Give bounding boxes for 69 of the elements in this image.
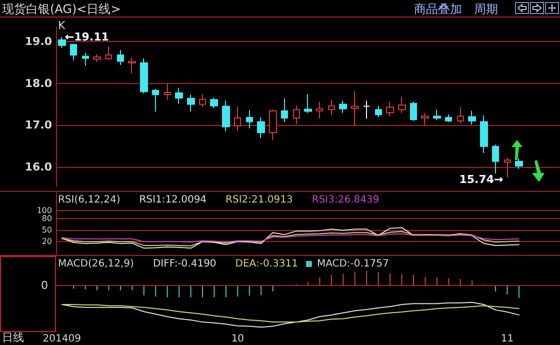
x-tick-label: 201409 — [42, 334, 81, 344]
candlestick — [457, 106, 464, 124]
chart-title: 现货白银(AG)<日线> — [2, 2, 121, 16]
candlestick — [140, 58, 148, 94]
candlestick — [433, 109, 441, 121]
candlestick — [222, 100, 230, 132]
text: 商品叠加 — [414, 2, 462, 16]
x-axis-title: 日线 — [2, 331, 24, 344]
candlestick — [269, 109, 277, 141]
text: DIFF:-0.4190 — [152, 258, 216, 270]
candlestick — [246, 110, 253, 129]
candlestick — [281, 98, 288, 123]
candlestick — [375, 105, 382, 118]
candlestick — [234, 106, 241, 132]
candlestick — [164, 82, 171, 100]
y-tick-label: 50 — [42, 225, 52, 234]
annotation: ←19.11 — [64, 30, 109, 44]
chart-title: RSI(6,12,24) — [58, 194, 120, 206]
candlestick — [421, 112, 429, 126]
candlestick — [93, 54, 101, 63]
x-tick-label: 10 — [231, 334, 244, 344]
candlestick — [152, 88, 159, 112]
candlestick — [293, 104, 300, 124]
y-tick-label: 80 — [42, 214, 52, 223]
candlestick — [128, 56, 136, 74]
candlestick — [105, 46, 112, 60]
candlestick — [257, 116, 265, 139]
candlestick — [187, 94, 195, 112]
candlestick — [82, 52, 89, 66]
y-tick-label: 19.0 — [24, 35, 52, 48]
y-tick-label: 18.0 — [24, 76, 52, 90]
candlestick — [504, 157, 511, 178]
candlestick — [363, 100, 370, 120]
candlestick — [316, 101, 323, 120]
text: RSI3:26.8439 — [312, 194, 380, 206]
text: 周期 — [474, 2, 498, 16]
text: DEA:-0.3311 — [235, 258, 298, 270]
x-tick-label: 11 — [500, 334, 514, 344]
candlestick — [70, 43, 77, 61]
ref-line-label: 0 — [41, 278, 48, 292]
candlestick — [339, 100, 347, 114]
line-series — [61, 233, 520, 242]
candlestick — [480, 114, 488, 154]
candlestick — [175, 87, 183, 104]
y-tick-label: 20 — [42, 237, 52, 246]
candlestick — [210, 97, 218, 108]
y-tick-label: 100 — [36, 206, 52, 215]
candlestick — [492, 144, 499, 174]
candlestick — [58, 36, 66, 48]
candlestick — [398, 96, 406, 114]
candlestick — [410, 101, 417, 122]
annotation: K — [58, 19, 66, 32]
candlestick — [199, 94, 206, 108]
y-tick-label: 16.0 — [24, 160, 52, 174]
text: RSI1:12.0094 — [139, 194, 207, 206]
candlestick — [468, 110, 476, 126]
candlestick — [328, 99, 335, 116]
annotation: 15.74→ — [459, 173, 504, 186]
text: RSI2:21.0913 — [226, 194, 293, 206]
candlestick — [117, 49, 124, 66]
candlestick — [515, 158, 523, 170]
chart-title: MACD(26,12,9) — [58, 258, 134, 270]
candlestick — [445, 114, 452, 123]
legend-label: MACD:-0.1757 — [316, 258, 389, 270]
candlestick — [351, 90, 359, 126]
line-series — [61, 230, 520, 246]
candlestick — [386, 101, 394, 117]
y-tick-label: 17.0 — [24, 118, 52, 132]
candlestick — [304, 94, 312, 114]
